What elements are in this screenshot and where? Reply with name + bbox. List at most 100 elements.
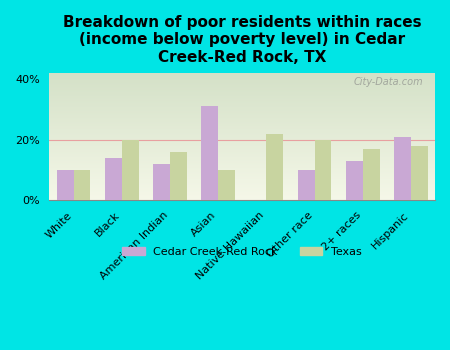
Bar	[50, 173, 435, 174]
Bar	[218, 170, 235, 201]
Bar	[50, 116, 435, 117]
Bar	[50, 114, 435, 115]
Bar	[50, 169, 435, 170]
Bar	[50, 166, 435, 167]
Bar	[50, 108, 435, 109]
Bar	[50, 120, 435, 121]
Bar	[50, 157, 435, 158]
Bar	[50, 187, 435, 188]
Bar	[50, 156, 435, 157]
Bar	[50, 139, 435, 140]
Bar	[50, 86, 435, 87]
Bar	[50, 196, 435, 197]
Bar	[50, 188, 435, 189]
Bar	[73, 170, 90, 201]
Bar	[50, 106, 435, 107]
Bar	[346, 161, 363, 201]
Bar	[50, 155, 435, 156]
Bar	[297, 170, 315, 201]
Bar	[50, 98, 435, 99]
Bar	[50, 134, 435, 135]
Bar	[50, 112, 435, 113]
Bar	[50, 95, 435, 96]
Bar	[50, 167, 435, 168]
Bar	[50, 121, 435, 122]
Bar	[50, 145, 435, 146]
Bar	[50, 191, 435, 192]
Bar	[50, 102, 435, 103]
Bar	[50, 168, 435, 169]
Bar	[50, 123, 435, 124]
Bar	[50, 94, 435, 95]
Bar	[50, 79, 435, 80]
Bar	[50, 76, 435, 77]
Bar	[50, 96, 435, 97]
Bar	[50, 147, 435, 148]
Bar	[50, 115, 435, 116]
Bar	[50, 131, 435, 132]
Bar	[50, 80, 435, 81]
Bar	[50, 151, 435, 152]
Bar	[50, 133, 435, 134]
Bar	[50, 94, 435, 95]
Bar	[411, 146, 428, 201]
Bar	[266, 134, 283, 201]
Bar	[153, 164, 170, 201]
Legend: Cedar Creek-Red Rock, Texas: Cedar Creek-Red Rock, Texas	[118, 242, 367, 261]
Bar	[50, 186, 435, 187]
Bar	[50, 77, 435, 78]
Bar	[50, 181, 435, 182]
Bar	[50, 177, 435, 178]
Bar	[50, 193, 435, 194]
Bar	[394, 136, 411, 201]
Bar	[50, 140, 435, 141]
Bar	[50, 74, 435, 75]
Bar	[50, 130, 435, 131]
Bar	[50, 149, 435, 150]
Text: City-Data.com: City-Data.com	[354, 77, 423, 87]
Bar	[50, 161, 435, 162]
Bar	[50, 150, 435, 151]
Bar	[50, 91, 435, 92]
Bar	[50, 174, 435, 175]
Bar	[57, 170, 73, 201]
Bar	[50, 101, 435, 102]
Bar	[50, 198, 435, 199]
Bar	[50, 170, 435, 171]
Bar	[50, 146, 435, 147]
Bar	[105, 158, 122, 201]
Bar	[50, 81, 435, 82]
Bar	[50, 126, 435, 127]
Bar	[50, 160, 435, 161]
Bar	[122, 140, 139, 201]
Bar	[50, 105, 435, 106]
Bar	[50, 158, 435, 159]
Bar	[50, 104, 435, 105]
Bar	[363, 149, 380, 201]
Bar	[50, 199, 435, 200]
Bar	[50, 90, 435, 91]
Bar	[50, 142, 435, 143]
Bar	[50, 127, 435, 128]
Bar	[50, 159, 435, 160]
Bar	[50, 118, 435, 119]
Bar	[50, 128, 435, 129]
Bar	[50, 110, 435, 111]
Bar	[50, 171, 435, 172]
Bar	[50, 148, 435, 149]
Title: Breakdown of poor residents within races
(income below poverty level) in Cedar
C: Breakdown of poor residents within races…	[63, 15, 422, 65]
Bar	[50, 184, 435, 185]
Bar	[50, 182, 435, 183]
Bar	[50, 89, 435, 90]
Bar	[50, 119, 435, 120]
Bar	[50, 88, 435, 89]
Bar	[50, 179, 435, 180]
Bar	[50, 138, 435, 139]
Bar	[50, 109, 435, 110]
Bar	[50, 107, 435, 108]
Bar	[50, 190, 435, 191]
Bar	[50, 97, 435, 98]
Bar	[50, 152, 435, 153]
Bar	[50, 132, 435, 133]
Bar	[50, 82, 435, 83]
